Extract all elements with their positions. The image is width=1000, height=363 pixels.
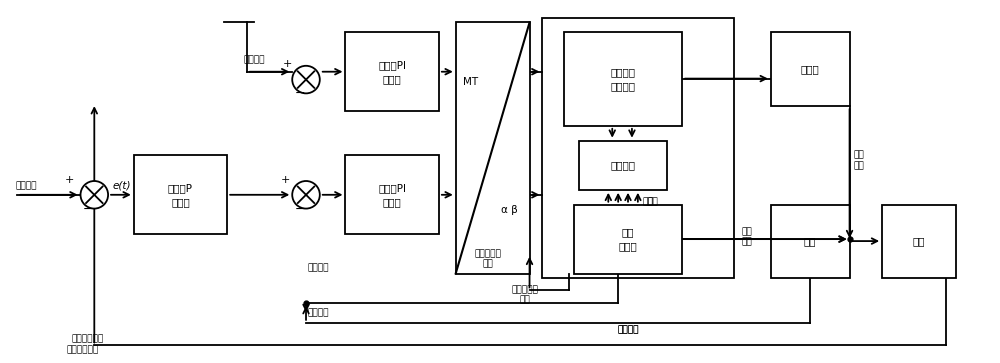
Text: 速度环PI
控制器: 速度环PI 控制器 <box>378 183 406 207</box>
Bar <box>579 140 667 190</box>
Text: 给定位置: 给定位置 <box>16 182 37 191</box>
Text: α β: α β <box>501 205 518 215</box>
Text: 电压
电流: 电压 电流 <box>854 151 864 170</box>
Text: 目标函数
最优控制: 目标函数 最优控制 <box>611 67 636 91</box>
Bar <box>882 205 956 278</box>
Text: 阀门: 阀门 <box>913 237 925 246</box>
Text: 磁链反馈: 磁链反馈 <box>308 264 329 273</box>
Text: 电流: 电流 <box>648 197 658 206</box>
Text: 实际位置反馈: 实际位置反馈 <box>72 334 104 343</box>
Text: 位置环P
控制器: 位置环P 控制器 <box>168 183 193 207</box>
Bar <box>345 155 439 234</box>
Text: 目标磁链: 目标磁链 <box>244 56 265 64</box>
Bar <box>771 32 850 106</box>
Text: 磁链
观测器: 磁链 观测器 <box>619 227 637 251</box>
Text: 磁链反馈: 磁链反馈 <box>308 308 329 317</box>
Text: 实际位置反馈: 实际位置反馈 <box>67 346 99 354</box>
Text: +: + <box>283 59 292 69</box>
Text: −: − <box>295 87 305 100</box>
Circle shape <box>292 181 320 209</box>
Bar <box>542 17 734 278</box>
Text: 磁链环PI
控制器: 磁链环PI 控制器 <box>378 60 406 84</box>
Text: 预测模型: 预测模型 <box>611 160 636 170</box>
Text: 速度反馈: 速度反馈 <box>617 326 639 335</box>
Text: 电流: 电流 <box>643 197 654 206</box>
Text: 逆变器: 逆变器 <box>801 64 820 74</box>
Text: 空间位移角
反馈: 空间位移角 反馈 <box>511 285 538 305</box>
Text: −: − <box>295 203 305 216</box>
Bar <box>574 205 682 274</box>
Bar <box>771 205 850 278</box>
Circle shape <box>81 181 108 209</box>
Text: e(t): e(t) <box>113 181 132 191</box>
Text: +: + <box>281 175 290 185</box>
Circle shape <box>292 66 320 93</box>
Text: 电机: 电机 <box>804 237 816 246</box>
Bar <box>345 32 439 111</box>
Text: 速度反馈: 速度反馈 <box>617 326 639 335</box>
Text: 空间位移角
反馈: 空间位移角 反馈 <box>475 249 502 268</box>
Bar <box>564 32 682 126</box>
Bar <box>456 23 530 274</box>
Bar <box>134 155 227 234</box>
Text: −: − <box>83 203 94 216</box>
Text: MT: MT <box>463 77 478 86</box>
Text: 电压
电流: 电压 电流 <box>741 227 752 247</box>
Text: +: + <box>65 175 74 185</box>
